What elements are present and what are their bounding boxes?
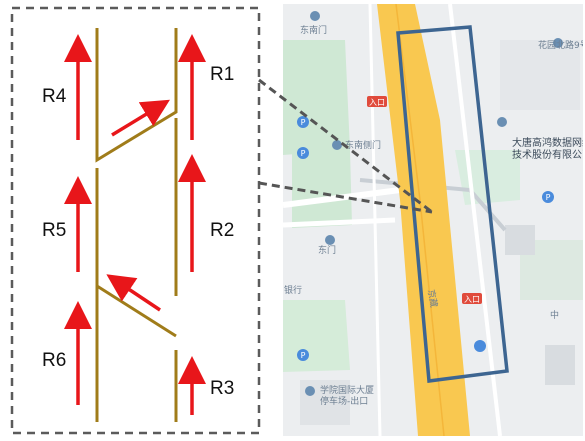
- svg-text:入口: 入口: [464, 295, 480, 304]
- highway-median: [395, 4, 445, 436]
- poi-pin-2: [325, 235, 335, 245]
- label-r3: R3: [210, 378, 234, 399]
- west-road: [368, 4, 382, 436]
- label-r4: R4: [42, 86, 67, 107]
- map-label-southeast-gate: 东南门: [300, 24, 327, 36]
- map-label-hualian-road: 花园北路9号: [538, 39, 585, 51]
- map-label-company-1: 大唐高鸿数据网络: [512, 136, 585, 149]
- entrance-badge-1: 入口: [367, 96, 387, 107]
- label-r1: R1: [210, 64, 234, 85]
- map-label-middle: 中: [550, 309, 559, 321]
- map-label-east-gate: 东门: [318, 244, 336, 256]
- diagram-frame: [10, 6, 261, 435]
- map-label-road-name: 京藏: [425, 288, 440, 308]
- connector-upper: [258, 78, 433, 214]
- block-2: [505, 225, 535, 255]
- highway: [377, 4, 470, 436]
- label-r2: R2: [210, 220, 234, 241]
- parking-icon-3: P: [297, 349, 309, 361]
- label-r6: R6: [42, 350, 66, 371]
- arrow-merge: [106, 274, 161, 312]
- connector-lower: [258, 181, 433, 214]
- left-edge-top: [95, 28, 178, 163]
- green-area-2: [292, 150, 352, 228]
- parking-icon-1: P: [297, 116, 309, 128]
- parking-icon-2: P: [297, 147, 309, 159]
- map-label-east-south-side-gate: 东南侧门: [345, 139, 381, 151]
- svg-text:P: P: [301, 149, 306, 158]
- svg-text:P: P: [546, 193, 551, 202]
- parking-icon-4: P: [542, 191, 554, 203]
- map-label-company-2: 技术股份有限公司: [512, 148, 585, 161]
- highlight-box: [396, 25, 509, 383]
- poi-pin-1: [310, 11, 320, 21]
- arrow-diverge: [111, 99, 170, 137]
- poi-pin-5: [553, 38, 563, 48]
- entrance-badge-2: 入口: [462, 293, 482, 304]
- poi-pin-4: [305, 386, 315, 396]
- svg-text:P: P: [301, 351, 306, 360]
- green-area-1: [283, 40, 350, 155]
- poi-pin-6: [332, 140, 342, 150]
- label-r5: R5: [42, 220, 66, 241]
- block-1: [500, 40, 580, 110]
- block-3: [545, 345, 575, 385]
- zoom-connectors: [258, 78, 433, 214]
- green-area-3: [283, 300, 350, 372]
- lane-diagram: R1 R4 R5 R2 R6 R3: [10, 6, 261, 435]
- map-label-parking-exit: 学院国际大厦停车场-出口: [320, 384, 374, 407]
- svg-text:P: P: [301, 118, 306, 127]
- map-panel: 入口 入口 P P P P 东南门 东南侧门 东门 银行 学院国际大厦停车场-出…: [283, 4, 585, 436]
- map-label-bank: 银行: [284, 284, 302, 296]
- poi-pin-3: [497, 117, 507, 127]
- svg-text:入口: 入口: [369, 98, 385, 107]
- poi-pin-7: [474, 340, 486, 352]
- flow-arrows: [64, 34, 206, 415]
- service-road: [448, 4, 502, 436]
- green-area-5: [520, 240, 583, 300]
